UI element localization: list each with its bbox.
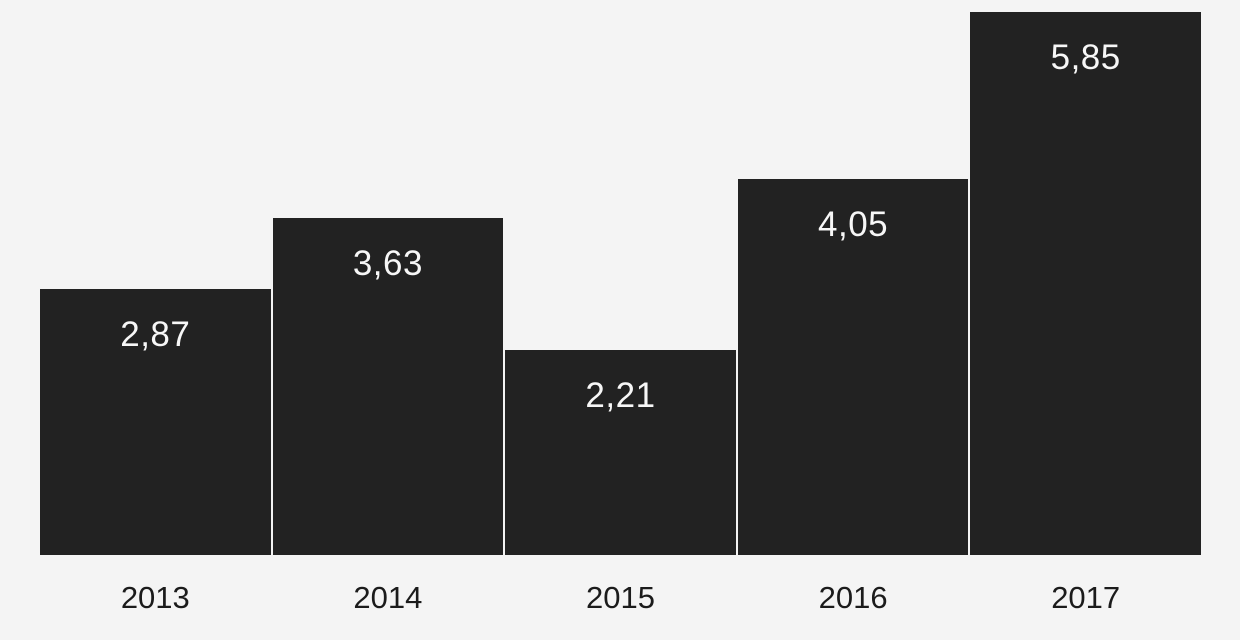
bar-2013: 2,87: [40, 289, 271, 555]
bar-value-label: 2,21: [585, 376, 656, 415]
x-tick-label: 2017: [1051, 580, 1121, 615]
x-axis: 2013 2014 2015 2016 2017: [40, 555, 1201, 613]
x-tick-label: 2015: [586, 580, 655, 615]
bar-value-label: 4,05: [818, 205, 889, 244]
bar-2016: 4,05: [737, 179, 969, 555]
x-tick-label: 2016: [818, 580, 888, 615]
bar-value-label: 3,63: [352, 244, 423, 283]
x-tick-label: 2014: [353, 580, 423, 615]
bar-value-label: 5,85: [1050, 38, 1121, 77]
bar-2015: 2,21: [505, 350, 736, 555]
plot-area: 2,87 3,63 2,21 4,05 5,85: [40, 0, 1201, 555]
bar-2017: 5,85: [970, 12, 1201, 555]
bar-value-label: 2,87: [120, 315, 191, 354]
bar-2014: 3,63: [272, 218, 504, 555]
x-tick-label: 2013: [120, 580, 190, 615]
